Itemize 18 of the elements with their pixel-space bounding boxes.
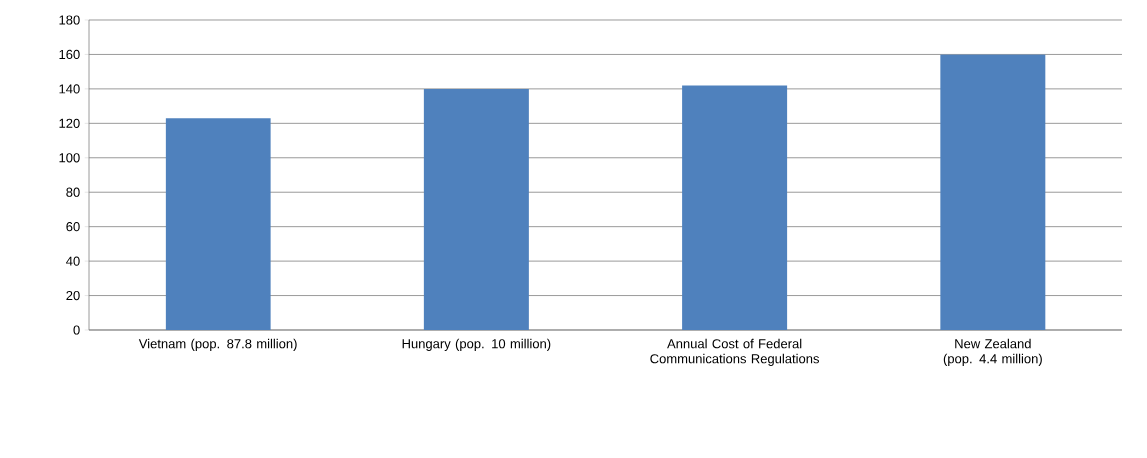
y-tick-label: 120 xyxy=(59,118,80,128)
bar xyxy=(682,85,788,330)
bar xyxy=(165,118,271,330)
y-tick-label: 180 xyxy=(59,15,80,25)
y-tick-label: 60 xyxy=(66,222,80,232)
y-tick-label: 80 xyxy=(66,187,80,197)
y-tick-label: 160 xyxy=(59,49,80,60)
x-tick-label: New Zealand (pop. 4.4 million) xyxy=(943,338,1042,366)
bar xyxy=(423,88,529,330)
y-tick-label: 100 xyxy=(59,153,80,163)
y-tick-label: 40 xyxy=(66,256,80,266)
y-tick-label: 20 xyxy=(66,290,80,301)
y-tick-label: 140 xyxy=(59,84,80,94)
x-tick-label: Hungary (pop. 10 million) xyxy=(402,338,551,351)
x-tick-label: Annual Cost of Federal Communications Regulations xyxy=(650,338,820,366)
x-tick-label: Vietnam (pop. 87.8 million) xyxy=(138,338,297,351)
y-tick-label: 0 xyxy=(73,325,80,335)
bar xyxy=(940,54,1046,330)
